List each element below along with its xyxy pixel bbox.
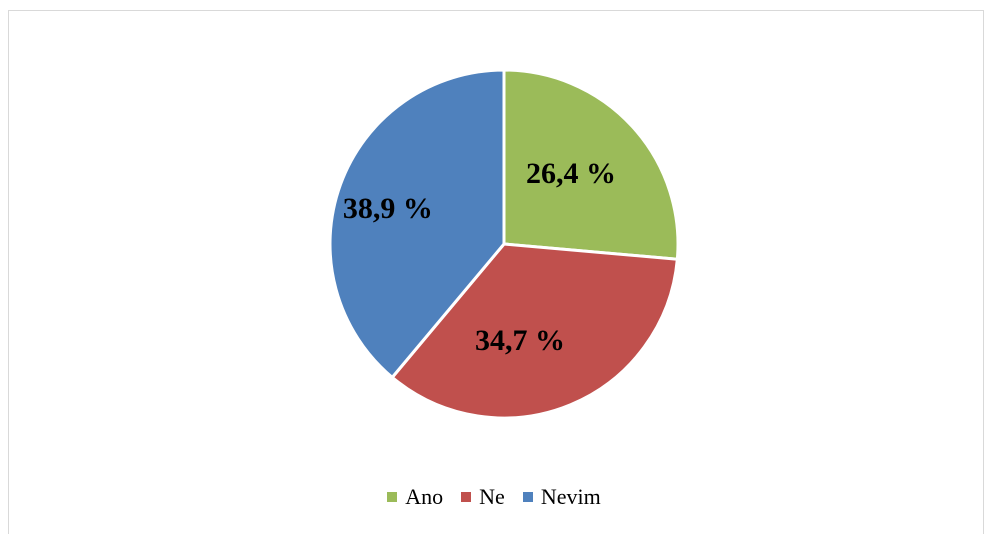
legend-label-ne: Ne	[479, 484, 505, 509]
pie-slice-ne	[390, 242, 679, 420]
legend: Ano Ne Nevim	[0, 484, 988, 510]
legend-label-ano: Ano	[405, 484, 444, 509]
legend-swatch-nevim	[522, 492, 533, 502]
pie-slice-nevim	[328, 68, 506, 379]
legend-item-ano: Ano	[387, 484, 443, 510]
data-label-nevim: 38,9 %	[343, 192, 433, 225]
data-label-ano: 26,4 %	[526, 157, 616, 190]
legend-item-nevim: Nevim	[522, 484, 601, 510]
legend-swatch-ano	[387, 492, 398, 502]
pie-slice-ano	[502, 68, 680, 261]
legend-swatch-ne	[461, 492, 472, 502]
legend-label-nevim: Nevim	[540, 484, 601, 509]
legend-item-ne: Ne	[461, 484, 505, 510]
data-label-ne: 34,7 %	[475, 324, 565, 357]
